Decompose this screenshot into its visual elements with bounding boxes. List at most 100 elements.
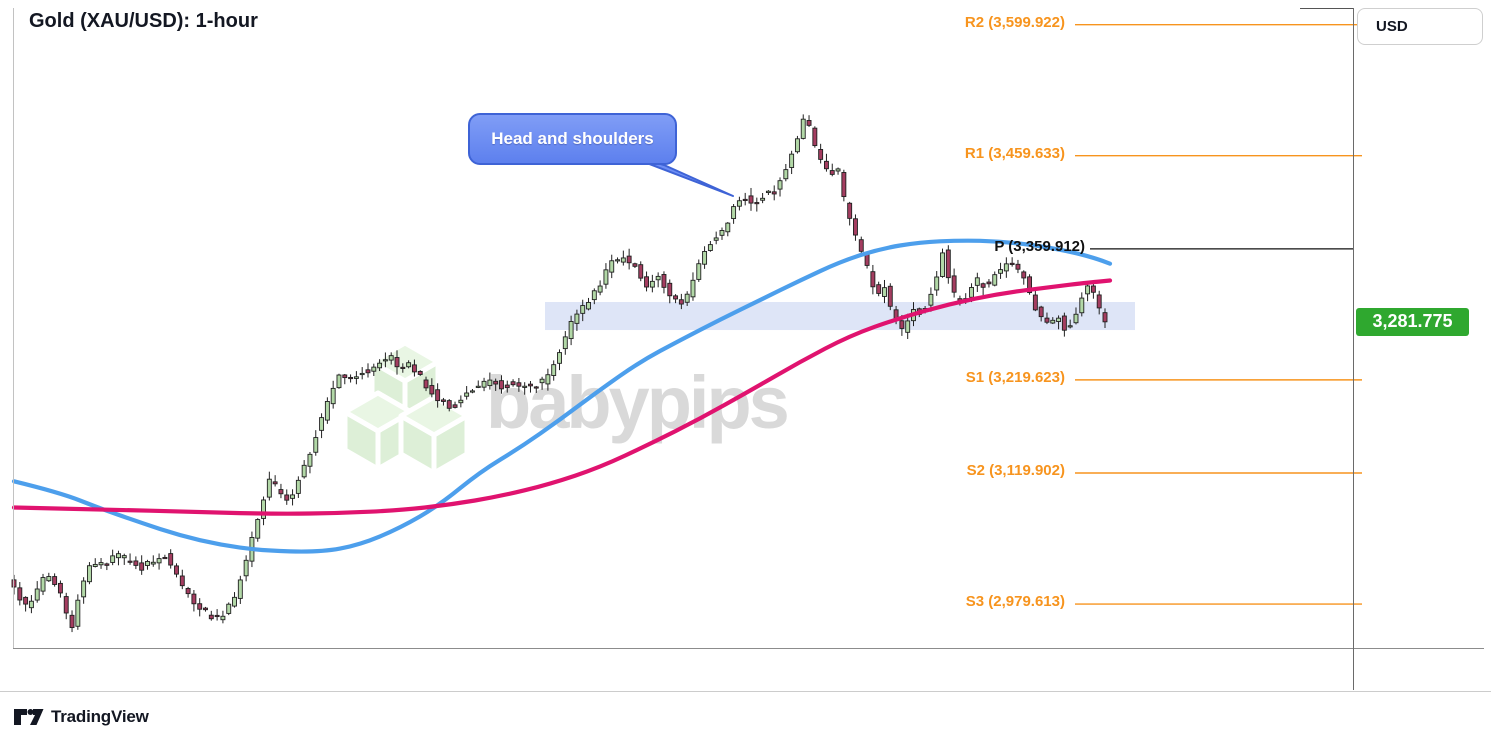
candle-body [597, 285, 603, 293]
candle-body [179, 575, 185, 587]
price-axis[interactable]: 3,500.0003,400.0003,300.0003,200.0003,10… [1354, 0, 1491, 747]
candle-body [28, 600, 34, 609]
candle-body [731, 206, 737, 220]
candle-body [1079, 297, 1085, 314]
candle-body [139, 562, 145, 571]
candle-body [243, 559, 249, 577]
candle-body [974, 277, 980, 286]
candle-body [835, 168, 841, 172]
candle-body [57, 582, 63, 594]
footer-brand-text: TradingView [51, 707, 149, 726]
candle-body [504, 384, 510, 389]
candle-body [1056, 317, 1062, 322]
time-axis[interactable]: 81013151722242729Ma [0, 649, 1491, 691]
candle-body [174, 565, 179, 575]
watermark-text: babypips [486, 361, 790, 444]
candle-body [214, 614, 220, 618]
candle-body [191, 593, 197, 605]
candle-body [528, 383, 533, 387]
candle-body [11, 579, 17, 588]
candle-body [46, 576, 52, 582]
candle-body [620, 257, 626, 263]
candle-body [876, 284, 882, 294]
candle-body [272, 481, 278, 485]
candle-body [661, 274, 667, 288]
candle-body [284, 494, 290, 501]
candle-body [713, 237, 719, 241]
candle-body [992, 274, 998, 286]
tradingview-logo-icon [14, 709, 44, 725]
candle-body [23, 596, 29, 605]
candle-body [765, 190, 771, 194]
candle-body [568, 321, 574, 340]
candle-body [458, 399, 464, 404]
candle-body [783, 169, 789, 180]
candle-body [162, 556, 168, 560]
candle-body [748, 195, 754, 204]
candle-body [330, 387, 336, 405]
candle-body [736, 200, 742, 207]
candle-body [220, 615, 226, 621]
candle-body [440, 399, 446, 402]
candle-body [319, 417, 325, 431]
chart-title: Gold (XAU/USD): 1-hour [29, 10, 258, 32]
candle-body [145, 561, 150, 566]
candle-body [232, 596, 237, 607]
candle-body [632, 263, 638, 267]
candle-body [1038, 306, 1044, 318]
candle-body [928, 293, 934, 306]
candle-body [382, 359, 388, 362]
babypips-cubes-icon [342, 340, 470, 475]
candle-body [377, 362, 383, 369]
candle-body [342, 374, 348, 379]
candle-body [203, 607, 208, 611]
chart-left-border [13, 8, 14, 648]
candle-body [365, 369, 371, 374]
candle-body [417, 370, 423, 375]
ma-slow-line[interactable] [11, 278, 1113, 516]
candle-body [626, 255, 632, 264]
candle-body [261, 499, 266, 519]
candle-body [40, 577, 46, 592]
currency-button[interactable]: USD [1357, 8, 1483, 45]
candle-body [562, 336, 568, 350]
candle-body [197, 603, 203, 610]
footer-brand-link[interactable]: TradingView [14, 707, 149, 727]
candle-body [829, 170, 835, 175]
ma-fast-line[interactable] [11, 238, 1113, 554]
candle-body [812, 127, 818, 147]
candle-body [806, 120, 812, 126]
candle-body [313, 437, 319, 453]
candle-body [1090, 285, 1096, 293]
candle-body [1073, 313, 1079, 324]
candle-body [237, 579, 243, 599]
candle-body [777, 180, 783, 190]
candle-body [487, 379, 493, 387]
candle-body [110, 555, 116, 563]
candle-body [81, 580, 87, 598]
candle-body [98, 562, 104, 566]
candle-body [208, 614, 214, 620]
candle-body [295, 479, 301, 494]
pattern-callout[interactable]: Head and shoulders [468, 113, 677, 165]
candle-body [673, 295, 679, 300]
candle-body [1085, 285, 1091, 295]
candle-body [348, 376, 354, 380]
candle-body [493, 380, 499, 385]
candle-body [690, 279, 696, 298]
candle-body [580, 305, 586, 314]
candle-body [609, 260, 615, 273]
candle-body [533, 386, 539, 389]
candle-body [464, 392, 470, 397]
price-axis-border [1353, 8, 1354, 690]
candle-body [446, 400, 452, 409]
candle-body [980, 283, 986, 288]
candle-body [899, 320, 905, 329]
candle-body [678, 299, 684, 305]
candle-body [156, 558, 162, 564]
candle-body [986, 281, 992, 285]
candle-body [307, 453, 313, 467]
candle-body [887, 285, 893, 307]
